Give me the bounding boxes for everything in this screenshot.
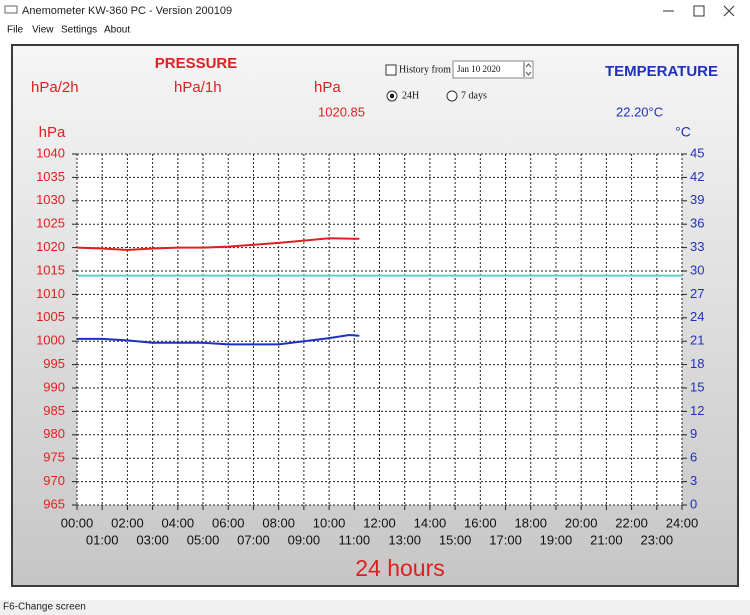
y2-tick-label: 6 bbox=[690, 450, 697, 465]
history-checkbox[interactable] bbox=[385, 64, 397, 76]
x-tick-label: 07:00 bbox=[237, 532, 270, 547]
x-tick-label: 13:00 bbox=[388, 532, 421, 547]
x-tick-label: 18:00 bbox=[514, 515, 547, 530]
y2-tick-label: 15 bbox=[690, 379, 704, 394]
x-tick-label: 20:00 bbox=[565, 515, 598, 530]
x-tick-label: 09:00 bbox=[288, 532, 321, 547]
y2-tick-label: 12 bbox=[690, 403, 704, 418]
window-title: Anemometer KW-360 PC - Version 200109 bbox=[22, 5, 232, 17]
menu-item[interactable]: View bbox=[32, 25, 54, 36]
y-tick-label: 1000 bbox=[36, 333, 65, 348]
y-tick-label: 1030 bbox=[36, 192, 65, 207]
y2-tick-label: 18 bbox=[690, 356, 704, 371]
y-tick-label: 1025 bbox=[36, 216, 65, 231]
x-tick-label: 22:00 bbox=[615, 515, 648, 530]
y-tick-label: 1035 bbox=[36, 169, 65, 184]
chart: 965 970 975 980 985 990 995 1000 1005 1010 1015 102… bbox=[36, 145, 704, 547]
status-text: F6-Change screen bbox=[3, 602, 86, 613]
history-label: History from bbox=[399, 64, 451, 75]
x-tick-label: 21:00 bbox=[590, 532, 623, 547]
series-line bbox=[76, 237, 360, 251]
date-spinner[interactable] bbox=[523, 62, 532, 77]
rate-1h-label: hPa/1h bbox=[174, 79, 222, 96]
radio-7d[interactable] bbox=[446, 90, 458, 102]
y-tick-label: 1040 bbox=[36, 145, 65, 160]
x-tick-label: 08:00 bbox=[262, 515, 295, 530]
y-tick-label: 970 bbox=[43, 473, 65, 488]
y2-tick-label: 24 bbox=[690, 309, 704, 324]
menu-item[interactable]: Settings bbox=[61, 25, 97, 36]
y2-tick-label: 39 bbox=[690, 192, 704, 207]
y2-tick-label: 27 bbox=[690, 286, 704, 301]
x-tick-label: 14:00 bbox=[414, 515, 447, 530]
radio-24h-label: 24H bbox=[402, 90, 419, 101]
rate-2h-label: hPa/2h bbox=[31, 79, 79, 96]
history-date: Jan 10 2020 bbox=[457, 64, 501, 74]
app-icon bbox=[4, 5, 18, 14]
y2-tick-label: 9 bbox=[690, 426, 697, 441]
y-tick-label: 975 bbox=[43, 450, 65, 465]
history-date-input[interactable] bbox=[452, 60, 534, 79]
pressure-title: PRESSURE bbox=[155, 55, 238, 72]
menu-bar: File View Settings About bbox=[7, 25, 130, 36]
radio-24h-dot bbox=[389, 93, 395, 99]
y-tick-label: 980 bbox=[43, 426, 65, 441]
x-tick-label: 04:00 bbox=[162, 515, 195, 530]
x-tick-label: 12:00 bbox=[363, 515, 396, 530]
y-tick-label: 1015 bbox=[36, 262, 65, 277]
status-bar bbox=[0, 600, 750, 615]
y-tick-label: 990 bbox=[43, 379, 65, 394]
x-tick-label: 05:00 bbox=[187, 532, 220, 547]
title-bar: Anemometer KW-360 PC - Version 200109 bbox=[4, 5, 735, 17]
y2-tick-label: 33 bbox=[690, 239, 704, 254]
x-tick-label: 15:00 bbox=[439, 532, 472, 547]
x-tick-label: 00:00 bbox=[61, 515, 94, 530]
temperature-title: TEMPERATURE bbox=[605, 63, 718, 80]
y-tick-label: 1020 bbox=[36, 239, 65, 254]
y2-tick-label: 21 bbox=[690, 333, 704, 348]
pressure-value: 1020.85 bbox=[318, 104, 365, 119]
x-tick-label: 24:00 bbox=[666, 515, 699, 530]
x-tick-label: 16:00 bbox=[464, 515, 497, 530]
y2-tick-label: 36 bbox=[690, 216, 704, 231]
y2-tick-label: 45 bbox=[690, 145, 704, 160]
y2-tick-label: 42 bbox=[690, 169, 704, 184]
y2-tick-label: 0 bbox=[690, 496, 697, 511]
menu-item[interactable]: File bbox=[7, 25, 24, 36]
x-tick-label: 01:00 bbox=[86, 532, 119, 547]
y2-tick-label: 3 bbox=[690, 473, 697, 488]
y2-axis-title: °C bbox=[675, 124, 691, 140]
y2-tick-label: 30 bbox=[690, 262, 704, 277]
y-tick-label: 965 bbox=[43, 496, 65, 511]
x-tick-label: 23:00 bbox=[641, 532, 674, 547]
x-tick-label: 17:00 bbox=[489, 532, 522, 547]
y-tick-label: 1010 bbox=[36, 286, 65, 301]
series-line bbox=[77, 333, 360, 346]
temperature-value: 22.20°C bbox=[616, 104, 663, 119]
y-axis-title: hPa bbox=[39, 124, 66, 141]
pressure-unit: hPa bbox=[314, 79, 341, 96]
radio-7d-label: 7 days bbox=[461, 90, 487, 101]
x-tick-label: 19:00 bbox=[540, 532, 573, 547]
x-tick-label: 03:00 bbox=[136, 532, 169, 547]
close-button[interactable] bbox=[723, 5, 735, 17]
x-tick-label: 06:00 bbox=[212, 515, 245, 530]
maximize-button[interactable] bbox=[693, 5, 705, 17]
y-tick-label: 995 bbox=[43, 356, 65, 371]
y-tick-label: 1005 bbox=[36, 309, 65, 324]
x-tick-label: 10:00 bbox=[313, 515, 346, 530]
x-tick-label: 02:00 bbox=[111, 515, 144, 530]
x-axis-title: 24 hours bbox=[355, 555, 445, 581]
y-tick-label: 985 bbox=[43, 403, 65, 418]
x-tick-label: 11:00 bbox=[339, 532, 371, 547]
menu-item[interactable]: About bbox=[104, 25, 130, 36]
